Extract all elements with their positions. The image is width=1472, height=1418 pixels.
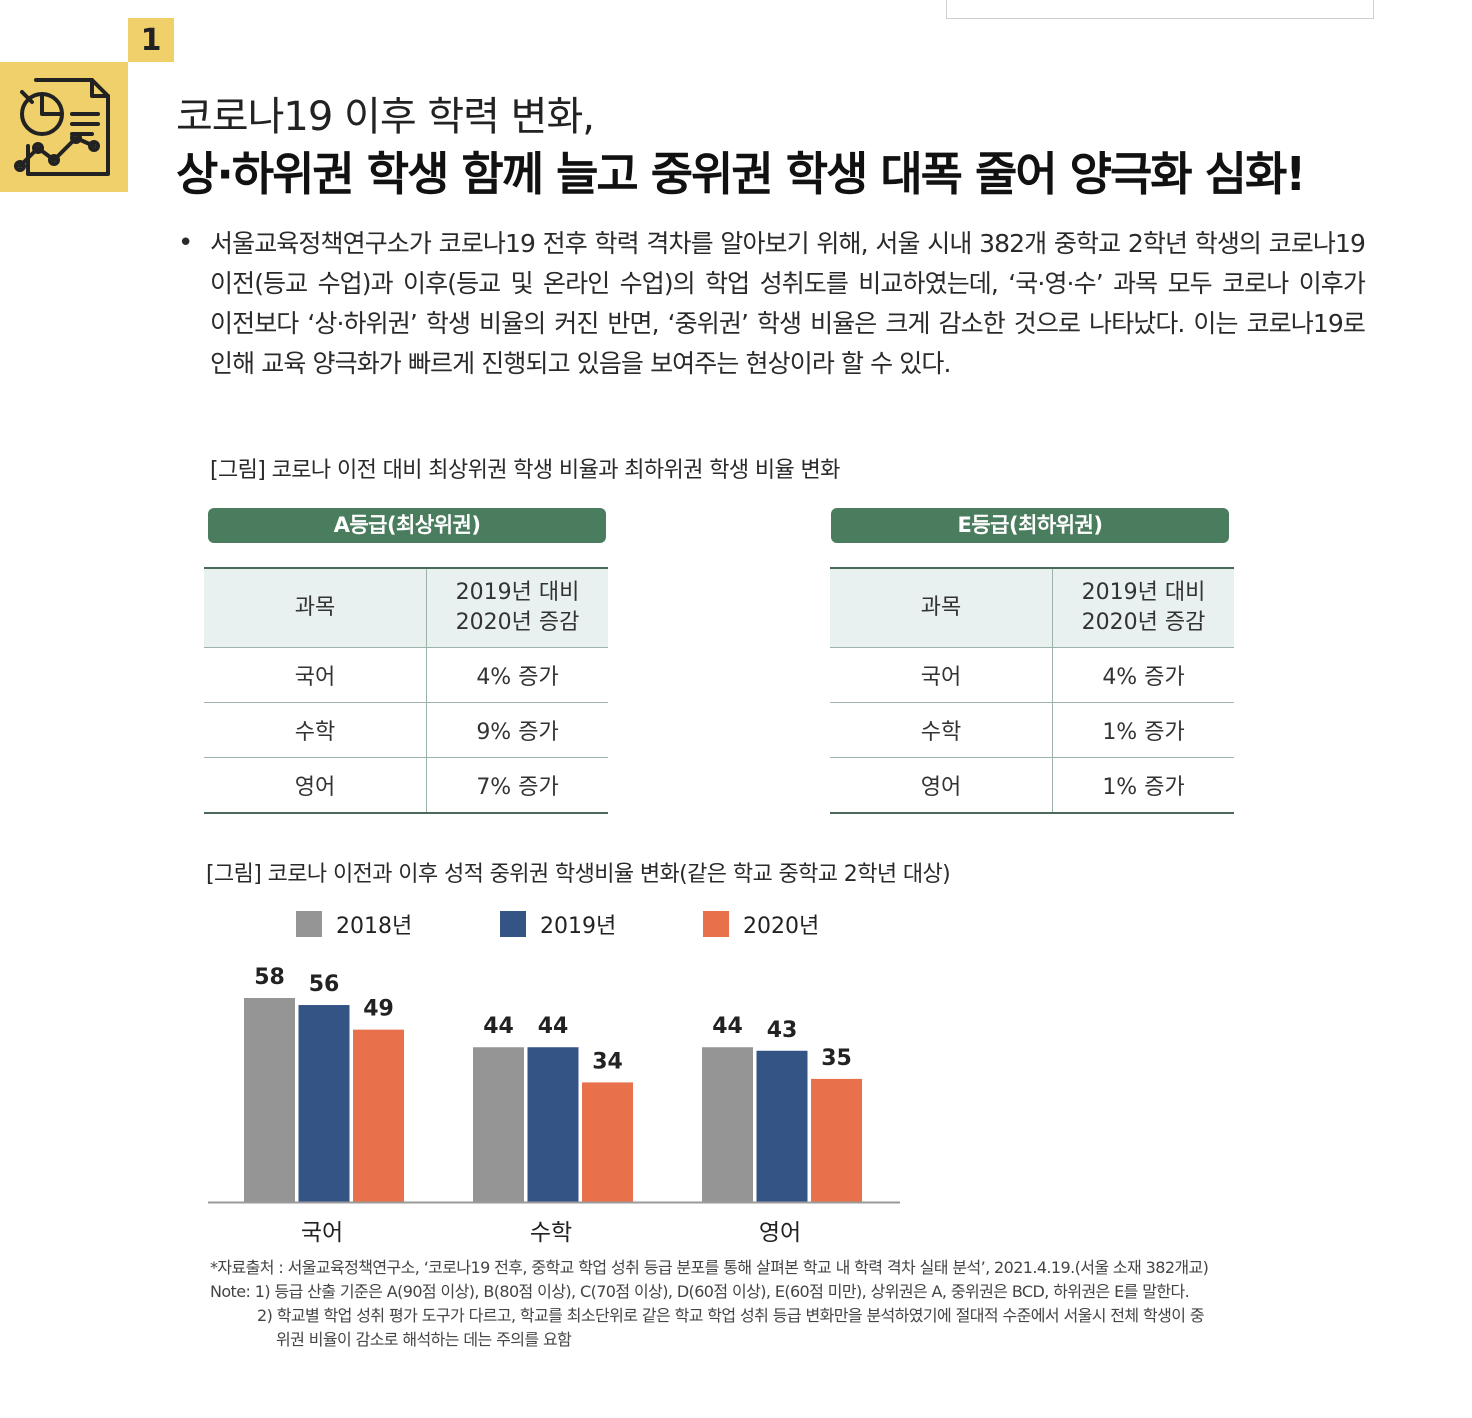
legend-swatch (500, 911, 526, 937)
legend-label: 2018년 (336, 914, 413, 939)
table-row: 영어 1% 증가 (830, 757, 1234, 814)
footnotes: *자료출처 : 서울교육정책연구소, ‘코로나19 전후, 중학교 학업 성취 … (210, 1256, 1310, 1352)
table-e-col-change-line2: 2020년 증감 (1081, 610, 1206, 635)
category-label: 수학 (530, 1220, 572, 1246)
table-a: 과목 2019년 대비 2020년 증감 국어 4% 증가 수학 9% 증가 영… (204, 567, 608, 814)
footnote-source: *자료출처 : 서울교육정책연구소, ‘코로나19 전후, 중학교 학업 성취 … (210, 1258, 1209, 1277)
table-a-col-change-line1: 2019년 대비 (455, 580, 580, 605)
table-cell-change: 1% 증가 (1052, 702, 1234, 758)
bar-수학-2018년 (473, 1047, 524, 1202)
table-row: 수학 1% 증가 (830, 702, 1234, 758)
bar-value-label: 35 (821, 1046, 852, 1071)
legend-label: 2020년 (743, 914, 820, 939)
category-label: 영어 (759, 1220, 801, 1246)
bar-value-label: 44 (483, 1014, 514, 1039)
table-cell-change: 7% 증가 (426, 757, 608, 814)
table-a-grade: A등급(최상위권) 과목 2019년 대비 2020년 증감 국어 4% 증가 … (204, 508, 608, 814)
bar-value-label: 49 (363, 997, 394, 1022)
table-cell-change: 4% 증가 (426, 647, 608, 703)
table-a-col-change: 2019년 대비 2020년 증감 (426, 567, 608, 648)
category-label: 국어 (301, 1220, 343, 1246)
bar-국어-2018년 (244, 998, 295, 1202)
bar-영어-2020년 (811, 1078, 862, 1202)
table-row: 국어 4% 증가 (204, 647, 608, 703)
table-cell-change: 4% 증가 (1052, 647, 1234, 703)
table-a-title: A등급(최상위권) (208, 508, 606, 543)
bar-value-label: 34 (592, 1049, 623, 1074)
body-paragraph: 서울교육정책연구소가 코로나19 전후 학력 격차를 알아보기 위해, 서울 시… (210, 229, 1366, 378)
figure2-caption: [그림] 코로나 이전과 이후 성적 중위권 학생비율 변화(같은 학교 중학교… (206, 862, 951, 887)
table-e-grade: E등급(최하위권) 과목 2019년 대비 2020년 증감 국어 4% 증가 … (830, 508, 1234, 814)
footnote-note2-line1: 2) 학교별 학업 성취 평가 도구가 다르고, 학교를 최소단위로 같은 학교… (257, 1306, 1205, 1325)
bar-국어-2019년 (298, 1005, 350, 1202)
table-e-col-change-line1: 2019년 대비 (1081, 580, 1206, 605)
legend-swatch (296, 911, 322, 937)
bar-value-label: 44 (538, 1014, 569, 1039)
footnote-note1: Note: 1) 등급 산출 기준은 A(90점 이상), B(80점 이상),… (210, 1282, 1190, 1301)
table-cell-subject: 수학 (204, 702, 427, 758)
table-cell-subject: 국어 (204, 647, 427, 703)
table-cell-change: 1% 증가 (1052, 757, 1234, 814)
bar-수학-2020년 (582, 1082, 633, 1202)
table-a-col-change-line2: 2020년 증감 (455, 610, 580, 635)
footnote-note2-line2: 위권 비율이 감소로 해석하는 데는 주의를 요함 (276, 1330, 572, 1349)
table-e-col-subject: 과목 (830, 567, 1053, 648)
report-chart-icon (0, 62, 128, 192)
table-e-col-change: 2019년 대비 2020년 증감 (1052, 567, 1234, 648)
bar-chart: 58 56 49 국어 44 44 34 수학 44 43 35 영어 (208, 965, 900, 1246)
section-number: 1 (128, 18, 174, 62)
legend-swatch (703, 911, 729, 937)
table-cell-subject: 수학 (830, 702, 1053, 758)
bar-value-label: 43 (767, 1018, 798, 1043)
bar-영어-2018년 (702, 1047, 753, 1202)
table-e-title: E등급(최하위권) (831, 508, 1229, 543)
title-line-1: 코로나19 이후 학력 변화, (176, 94, 595, 140)
bullet-point: • (178, 228, 194, 258)
table-row: 영어 7% 증가 (204, 757, 608, 814)
table-row: 국어 4% 증가 (830, 647, 1234, 703)
legend-label: 2019년 (540, 914, 617, 939)
bar-수학-2019년 (527, 1047, 579, 1202)
bar-value-label: 44 (712, 1014, 743, 1039)
bar-국어-2020년 (353, 1029, 404, 1202)
figure1-caption: [그림] 코로나 이전 대비 최상위권 학생 비율과 최하위권 학생 비율 변화 (210, 458, 840, 483)
bar-value-label: 56 (309, 972, 340, 997)
bar-영어-2019년 (756, 1050, 808, 1202)
title-line-2: 상·하위권 학생 함께 늘고 중위권 학생 대폭 줄어 양극화 심화! (176, 147, 1306, 201)
table-cell-change: 9% 증가 (426, 702, 608, 758)
bar-value-label: 58 (254, 965, 285, 990)
table-row: 수학 9% 증가 (204, 702, 608, 758)
table-e: 과목 2019년 대비 2020년 증감 국어 4% 증가 수학 1% 증가 영… (830, 567, 1234, 814)
table-a-col-subject: 과목 (204, 567, 427, 648)
table-cell-subject: 국어 (830, 647, 1053, 703)
table-cell-subject: 영어 (830, 757, 1053, 814)
table-cell-subject: 영어 (204, 757, 427, 814)
header-tab-box (946, 0, 1374, 19)
